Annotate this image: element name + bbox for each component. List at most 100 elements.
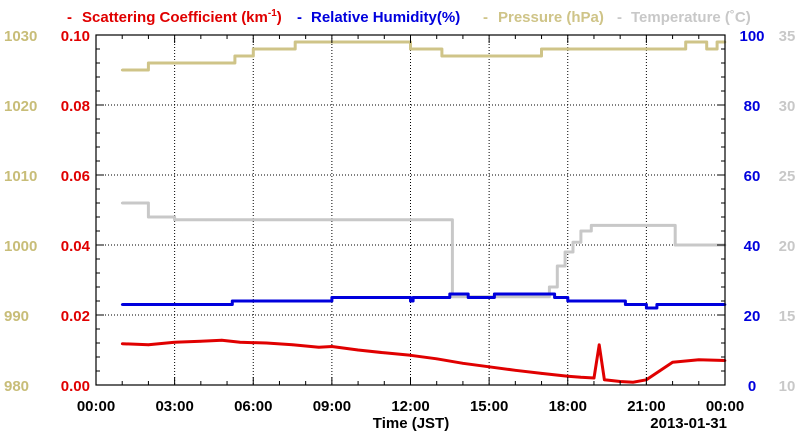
series-line-temperature [122, 201, 725, 299]
humidity-tick-label: 80 [744, 98, 761, 115]
data-point-temperature [231, 218, 234, 222]
legend-temperature: Temperature (˚C) [631, 9, 751, 26]
legend-humidity: Relative Humidity(%) [311, 9, 460, 26]
data-point-pressure [120, 68, 124, 72]
data-point-scattering [632, 380, 635, 384]
data-point-scattering [597, 343, 601, 347]
data-point-scattering [291, 343, 294, 347]
series-line-humidity [122, 292, 725, 310]
data-point-humidity [120, 303, 124, 306]
data-point-scattering [487, 365, 491, 369]
x-tick-label: 06:00 [234, 398, 272, 415]
legend-scattering-text: Scattering Coefficient (km [82, 9, 268, 26]
x-tick-label: 03:00 [155, 398, 193, 415]
data-point-humidity [624, 303, 627, 306]
data-point-temperature [147, 215, 150, 219]
scattering-tick-label: 0.00 [61, 378, 90, 395]
data-point-pressure [286, 47, 289, 51]
data-point-humidity [448, 292, 452, 296]
data-point-humidity [330, 296, 334, 299]
x-tick-label: 12:00 [391, 398, 429, 415]
ticks [95, 34, 726, 386]
temperature-tick-label: 15 [779, 308, 796, 325]
data-point-scattering [120, 342, 124, 346]
data-point-pressure [540, 47, 543, 51]
pressure-tick-label: 1030 [4, 28, 37, 45]
data-point-pressure [705, 47, 708, 51]
pressure-tick-label: 1010 [4, 168, 37, 185]
data-point-pressure [233, 54, 237, 58]
data-point-scattering [435, 357, 439, 361]
data-point-scattering [514, 369, 517, 372]
x-tick-label: 18:00 [549, 398, 587, 415]
data-point-temperature [120, 201, 124, 205]
data-point-temperature [204, 218, 208, 222]
data-point-pressure [715, 40, 719, 44]
humidity-tick-label: 0 [748, 378, 756, 395]
x-tick-label: 00:00 [706, 398, 744, 415]
scattering-tick-label: 0.08 [61, 98, 90, 115]
data-point-scattering [383, 351, 386, 355]
data-point-temperature [556, 264, 559, 268]
data-point-humidity [409, 299, 412, 303]
legend: - Scattering Coefficient (km-1) - Relati… [67, 8, 751, 26]
temperature-tick-label: 10 [779, 378, 796, 395]
data-point-humidity [645, 306, 648, 310]
data-point-pressure [147, 61, 150, 65]
data-point-scattering [199, 340, 203, 343]
data-point-scattering [238, 341, 242, 344]
data-point-pressure [440, 54, 444, 58]
data-point-pressure [252, 47, 255, 51]
data-point-temperature [451, 295, 454, 299]
data-point-pressure [671, 47, 674, 51]
data-point-temperature [548, 285, 551, 289]
pressure-tick-label: 1000 [4, 238, 37, 255]
x-tick-label: 21:00 [627, 398, 665, 415]
data-point-scattering [147, 343, 150, 347]
scattering-tick-label: 0.06 [61, 168, 90, 185]
data-point-scattering [173, 341, 176, 344]
scattering-tick-label: 0.04 [61, 238, 91, 255]
data-point-pressure [409, 47, 412, 51]
data-point-humidity [411, 296, 415, 299]
data-point-scattering [658, 369, 661, 373]
data-point-temperature [571, 240, 575, 244]
data-point-humidity [231, 299, 234, 303]
data-point-scattering [579, 376, 583, 379]
data-point-pressure [474, 54, 478, 58]
humidity-tick-label: 60 [744, 168, 761, 185]
data-point-temperature [514, 295, 517, 299]
data-point-humidity [406, 296, 410, 299]
data-point-scattering [265, 341, 268, 345]
data-point-pressure [521, 54, 525, 58]
x-axis-labels: 00:00 03:00 06:00 09:00 12:00 15:00 18:00 21:00… [77, 398, 744, 415]
data-point-pressure [199, 61, 203, 65]
pressure-tick-label: 1020 [4, 98, 37, 115]
data-point-pressure [684, 40, 687, 44]
data-point-humidity [493, 292, 496, 296]
temperature-tick-label: 30 [779, 98, 796, 115]
data-point-temperature [563, 250, 567, 254]
data-point-scattering [409, 354, 412, 357]
legend-dash-temperature: - [617, 9, 622, 26]
data-point-scattering [356, 348, 360, 352]
series-line-pressure [122, 40, 725, 72]
data-point-scattering [592, 376, 596, 380]
humidity-tick-label: 100 [739, 28, 764, 45]
data-point-scattering [220, 338, 224, 342]
pressure-tick-label: 990 [4, 308, 29, 325]
scattering-axis: 0.00 0.02 0.04 0.06 0.08 0.10 [61, 28, 91, 395]
humidity-tick-label: 40 [744, 238, 761, 255]
legend-dash-pressure: - [483, 9, 488, 26]
legend-scattering: Scattering Coefficient (km-1) [82, 8, 282, 26]
data-point-scattering [566, 375, 570, 378]
legend-dash-humidity: - [297, 9, 302, 26]
data-point-humidity [466, 296, 470, 299]
data-point-humidity [566, 299, 570, 303]
humidity-axis: 0 20 40 60 80 100 [739, 28, 764, 395]
data-point-scattering [317, 345, 321, 349]
data-point-humidity [553, 296, 556, 299]
scattering-tick-label: 0.02 [61, 308, 90, 325]
temperature-tick-label: 35 [779, 28, 796, 45]
data-point-scattering [697, 358, 701, 362]
